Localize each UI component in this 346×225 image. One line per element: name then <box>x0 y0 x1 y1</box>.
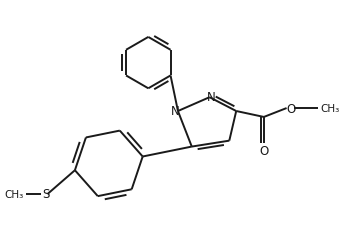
Text: O: O <box>259 144 268 157</box>
Text: N: N <box>171 104 179 117</box>
Text: CH₃: CH₃ <box>320 104 340 114</box>
Text: N: N <box>207 90 216 103</box>
Text: CH₃: CH₃ <box>4 189 24 199</box>
Text: O: O <box>286 102 295 115</box>
Text: S: S <box>42 188 49 201</box>
